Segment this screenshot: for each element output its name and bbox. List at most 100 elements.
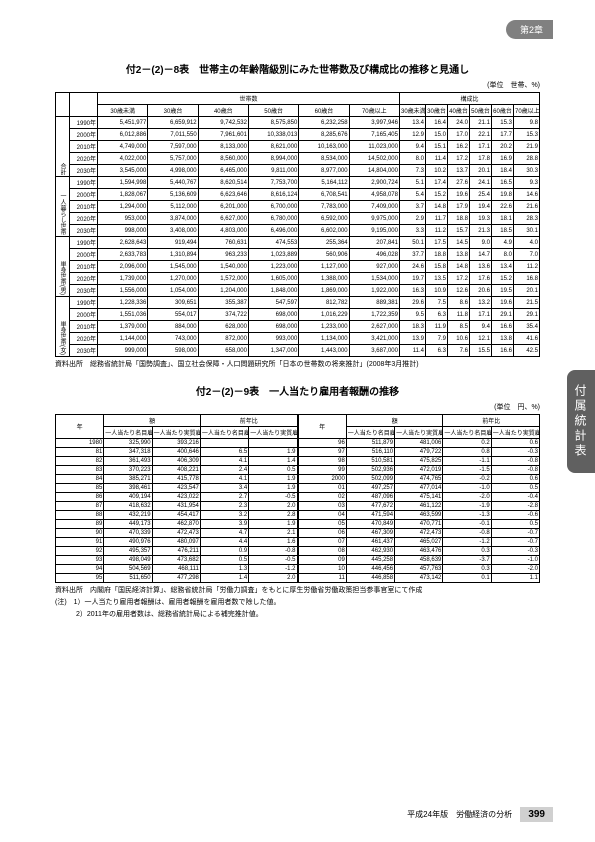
page-number: 399 xyxy=(520,807,553,822)
data-cell: 6,496,000 xyxy=(248,225,298,237)
data-cell: 554,017 xyxy=(148,309,198,321)
data-cell: 2.1 xyxy=(249,529,297,538)
table-row: 92495,357476,2110.9-0.8 xyxy=(56,547,298,556)
data-cell: 255,364 xyxy=(299,237,349,249)
data-cell: 872,000 xyxy=(198,333,248,345)
table2-left: 年額前年比一人当たり名目雇用者報酬一人当たり実質雇用者報酬一人当たり名目雇用者報… xyxy=(55,414,298,583)
year-cell: 1990年 xyxy=(70,177,98,189)
data-cell: 1,228,336 xyxy=(98,297,148,309)
data-cell: 457,763 xyxy=(395,565,443,574)
data-cell: 475,825 xyxy=(395,457,443,466)
data-cell: 27.6 xyxy=(447,177,469,189)
data-cell: 42.5 xyxy=(513,345,539,357)
data-cell: 7.0 xyxy=(513,249,539,261)
data-cell: 13.4 xyxy=(491,261,513,273)
amount-head: 額 xyxy=(346,415,443,427)
table-row: 2020年4,022,0005,757,0008,560,0008,994,00… xyxy=(56,153,540,165)
data-cell: -1.2 xyxy=(249,565,297,574)
data-cell: 1,869,000 xyxy=(299,285,349,297)
data-cell: 490,976 xyxy=(104,538,152,547)
data-cell: 18.1 xyxy=(491,213,513,225)
data-cell: 10,338,013 xyxy=(248,129,298,141)
year-cell: 2010年 xyxy=(70,261,98,273)
data-cell: 2.4 xyxy=(200,466,248,475)
data-cell: 1.4 xyxy=(249,457,297,466)
data-cell: 919,494 xyxy=(148,237,198,249)
data-cell: -0.6 xyxy=(491,511,539,520)
data-cell: 6,201,000 xyxy=(198,201,248,213)
data-cell: 309,651 xyxy=(148,297,198,309)
data-cell: 4,749,000 xyxy=(98,141,148,153)
table-row: 96511,879481,0060.20.6 xyxy=(298,439,540,448)
table1-unit: (単位 世帯、%) xyxy=(55,80,540,90)
data-cell: 463,599 xyxy=(395,511,443,520)
table-row: 91490,976480,0974.41.6 xyxy=(56,538,298,547)
col-header: 70歳以上 xyxy=(513,105,539,117)
table-row: 94504,569468,1111.3-1.2 xyxy=(56,565,298,574)
data-cell: 446,858 xyxy=(346,574,394,583)
year-cell: 98 xyxy=(298,457,346,466)
data-cell: -0.2 xyxy=(443,475,491,484)
col-header: 60歳台 xyxy=(491,105,513,117)
data-cell: 481,006 xyxy=(395,439,443,448)
data-cell: -2.8 xyxy=(491,502,539,511)
footer-text: 平成24年版 労働経済の分析 xyxy=(407,810,512,819)
year-cell: 87 xyxy=(56,502,104,511)
year-cell: 88 xyxy=(56,511,104,520)
year-cell: 97 xyxy=(298,448,346,457)
data-cell: 22.6 xyxy=(491,201,513,213)
data-cell: 415,778 xyxy=(152,475,200,484)
data-cell: 8,285,676 xyxy=(299,129,349,141)
table-row: 01497,257477,014-1.00.5 xyxy=(298,484,540,493)
data-cell: 1,551,036 xyxy=(98,309,148,321)
year-cell: 04 xyxy=(298,511,346,520)
data-cell: 14.8 xyxy=(447,261,469,273)
data-cell: 7,409,000 xyxy=(349,201,399,213)
table-row: 81347,318400,6466.51.9 xyxy=(56,448,298,457)
data-cell: 2.9 xyxy=(399,213,425,225)
year-cell: 2010年 xyxy=(70,321,98,333)
data-cell: 999,000 xyxy=(98,345,148,357)
data-cell: 963,233 xyxy=(198,249,248,261)
year-cell: 83 xyxy=(56,466,104,475)
sec-households: 世帯数 xyxy=(98,93,400,105)
data-cell: 7,165,405 xyxy=(349,129,399,141)
data-cell: 498,049 xyxy=(104,556,152,565)
data-cell: 19.3 xyxy=(469,213,491,225)
data-cell: 16.4 xyxy=(425,117,447,129)
data-cell: -0.7 xyxy=(491,538,539,547)
table-row: 2010年2,096,0001,545,0001,540,0001,223,00… xyxy=(56,261,540,273)
data-cell: 15.2 xyxy=(491,273,513,285)
data-cell: 1.1 xyxy=(491,574,539,583)
data-cell: -0.8 xyxy=(249,547,297,556)
data-cell: 29.1 xyxy=(513,309,539,321)
data-cell: -2.0 xyxy=(443,493,491,502)
data-cell: 9.0 xyxy=(469,237,491,249)
data-cell: 17.2 xyxy=(447,153,469,165)
chapter-tab: 第2章 xyxy=(506,20,553,39)
data-cell: 468,111 xyxy=(152,565,200,574)
data-cell: 0.2 xyxy=(443,439,491,448)
data-cell: 7,011,550 xyxy=(148,129,198,141)
data-cell: 8,616,124 xyxy=(248,189,298,201)
data-cell: 1,054,000 xyxy=(148,285,198,297)
data-cell: 11,023,000 xyxy=(349,141,399,153)
amount-head: 額 xyxy=(104,415,201,427)
data-cell: 5.4 xyxy=(399,189,425,201)
year-cell: 06 xyxy=(298,529,346,538)
data-cell: 385,271 xyxy=(104,475,152,484)
data-cell: 658,000 xyxy=(198,345,248,357)
data-cell: 479,722 xyxy=(395,448,443,457)
data-cell: 480,097 xyxy=(152,538,200,547)
data-cell: 0.5 xyxy=(200,556,248,565)
data-cell: 11.9 xyxy=(425,321,447,333)
col-header: 70歳以上 xyxy=(349,105,399,117)
data-cell: 9.8 xyxy=(513,117,539,129)
data-cell: 8,575,850 xyxy=(248,117,298,129)
data-cell: 7.6 xyxy=(447,345,469,357)
data-cell: 11.2 xyxy=(425,225,447,237)
col-header: 40歳台 xyxy=(447,105,469,117)
data-cell: 698,000 xyxy=(248,321,298,333)
data-cell: 511,650 xyxy=(104,574,152,583)
data-cell: 7.3 xyxy=(399,165,425,177)
